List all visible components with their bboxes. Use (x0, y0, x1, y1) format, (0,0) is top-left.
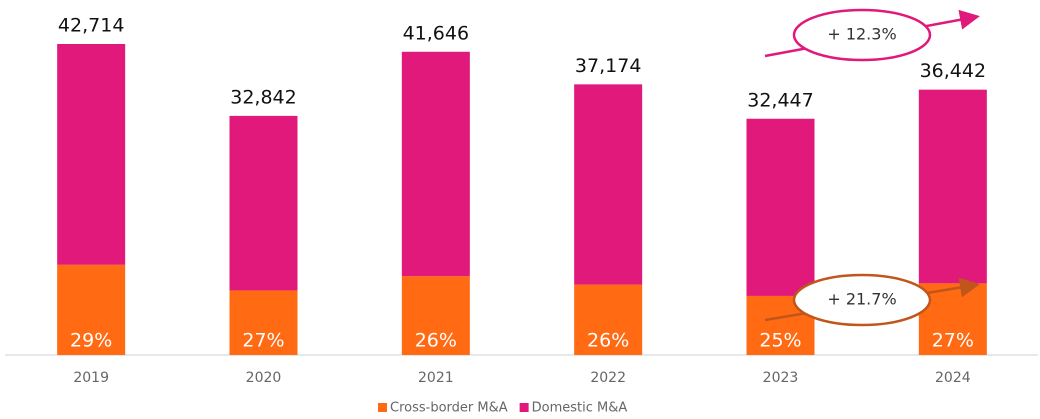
total-label: 36,442 (920, 60, 986, 82)
x-tick-label: 2023 (763, 370, 799, 386)
bar-segment (229, 115, 298, 291)
total-label: 32,447 (747, 89, 813, 111)
bar-segment (918, 89, 987, 284)
x-tick-label: 2024 (935, 370, 971, 386)
legend-label: Cross-border M&A (390, 401, 508, 416)
share-label: 27% (242, 330, 284, 352)
annotation-text: + 21.7% (827, 290, 896, 309)
annotation-total: + 12.3% (764, 8, 980, 62)
share-label: 26% (415, 330, 457, 352)
annotation-cross: + 21.7% (764, 273, 980, 327)
bar-segment (401, 51, 470, 277)
bar-segment (57, 44, 126, 265)
share-label: 27% (932, 330, 974, 352)
x-tick-label: 2021 (418, 370, 454, 386)
legend: Cross-border M&A Domestic M&A (378, 401, 627, 416)
x-tick-label: 2019 (73, 370, 109, 386)
share-label: 25% (759, 330, 801, 352)
legend-swatch (378, 403, 387, 412)
ellipse (792, 273, 932, 327)
annotation-text: + 12.3% (827, 25, 896, 44)
total-label: 41,646 (403, 22, 469, 44)
x-tick-label: 2022 (590, 370, 626, 386)
bars: 42,714 29% 2019 32,842 27% 2020 41,646 26% 2021 3… (57, 15, 987, 386)
share-label: 26% (587, 330, 629, 352)
bar-segment (229, 290, 298, 355)
share-label: 29% (70, 330, 112, 352)
total-label: 32,842 (230, 86, 296, 108)
legend-label: Domestic M&A (532, 401, 628, 416)
bar-segment (746, 118, 815, 296)
legend-swatch (519, 403, 529, 412)
bar-segment (401, 276, 470, 355)
bar-segment (57, 264, 126, 355)
x-tick-label: 2020 (246, 370, 282, 386)
bar-segment (574, 284, 643, 355)
ellipse (792, 8, 932, 62)
bar-segment (574, 84, 643, 285)
total-label: 42,714 (58, 15, 124, 37)
total-label: 37,174 (575, 55, 641, 77)
